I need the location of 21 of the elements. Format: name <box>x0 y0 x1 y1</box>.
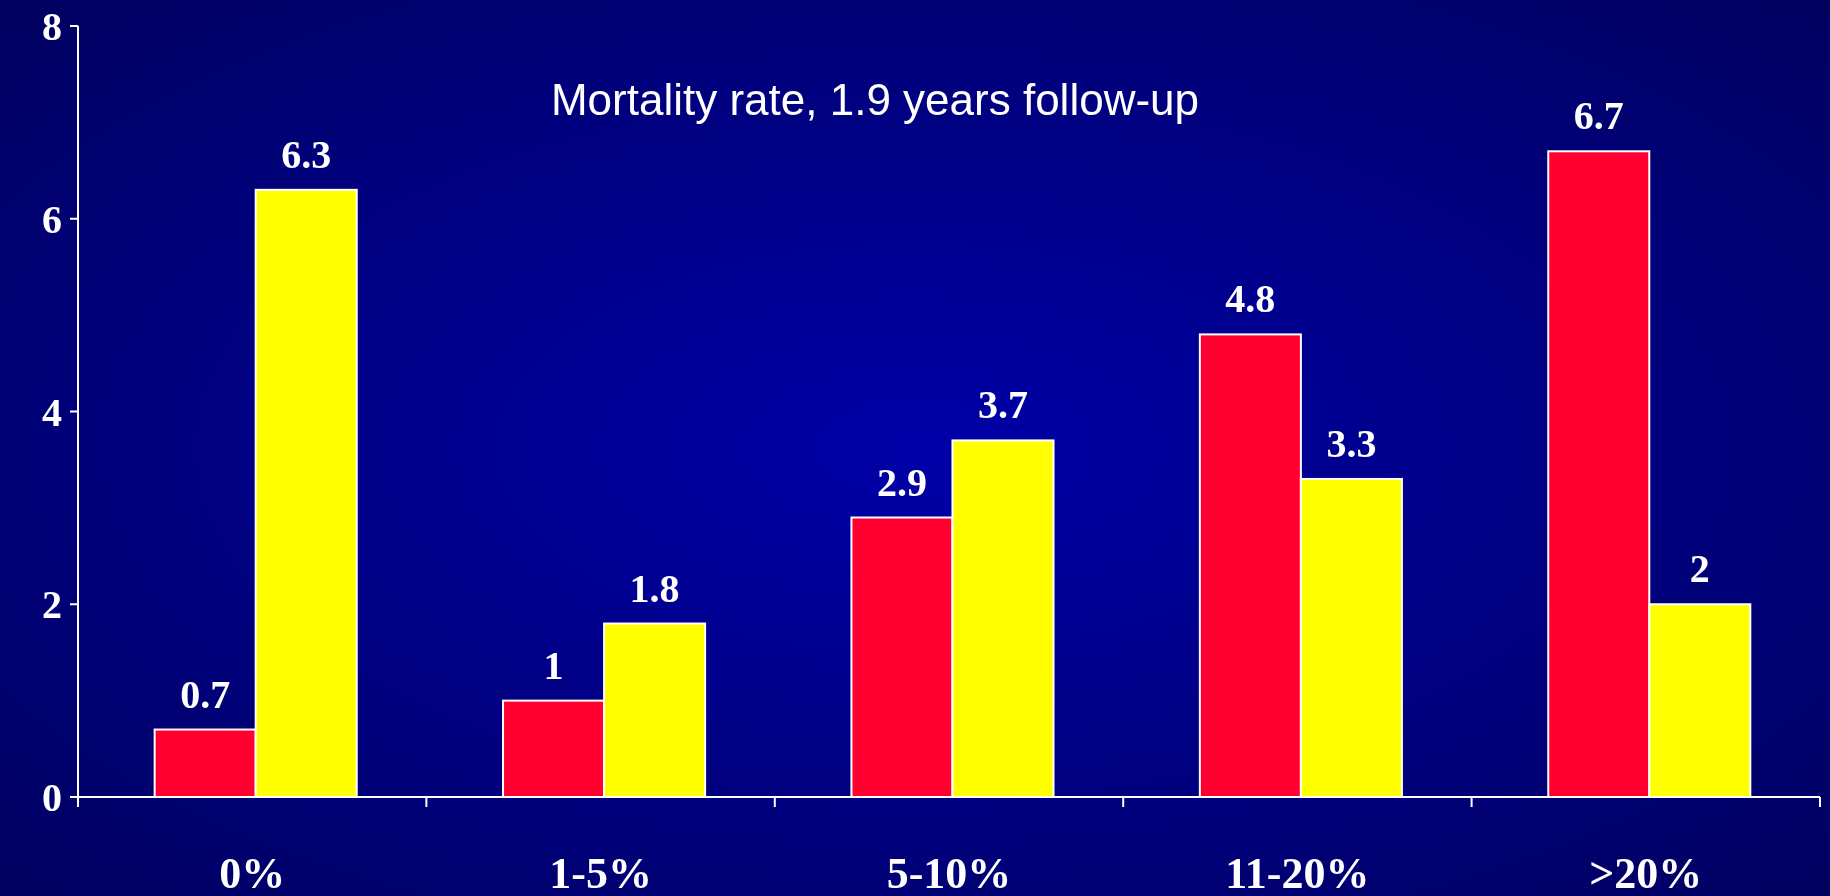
data-label: 1 <box>543 642 564 688</box>
data-label: 6.3 <box>281 131 332 177</box>
y-tick-label: 8 <box>42 4 62 49</box>
y-tick-label: 2 <box>42 582 62 628</box>
x-tick-label: 11-20% <box>1225 849 1370 896</box>
data-label: 4.8 <box>1225 276 1276 322</box>
x-tick-label: 1-5% <box>549 849 652 896</box>
data-label: 6.7 <box>1573 93 1624 139</box>
data-label: 3.3 <box>1326 420 1377 466</box>
y-tick-label: 4 <box>42 389 62 435</box>
x-tick-label: 5-10% <box>886 849 1012 896</box>
x-tick-label: 0% <box>219 849 286 896</box>
y-tick-label: 6 <box>42 196 62 242</box>
data-label: 0.7 <box>180 671 231 717</box>
text: Mortality rate, 1.9 years follow-up <box>550 75 1200 124</box>
y-tick-label: 0 <box>42 775 62 820</box>
data-label: 2 <box>1689 546 1710 592</box>
data-label: 2.9 <box>876 459 927 505</box>
x-tick-label: >20% <box>1589 849 1703 896</box>
data-label: 1.8 <box>629 565 680 611</box>
data-label: 3.7 <box>978 382 1028 428</box>
